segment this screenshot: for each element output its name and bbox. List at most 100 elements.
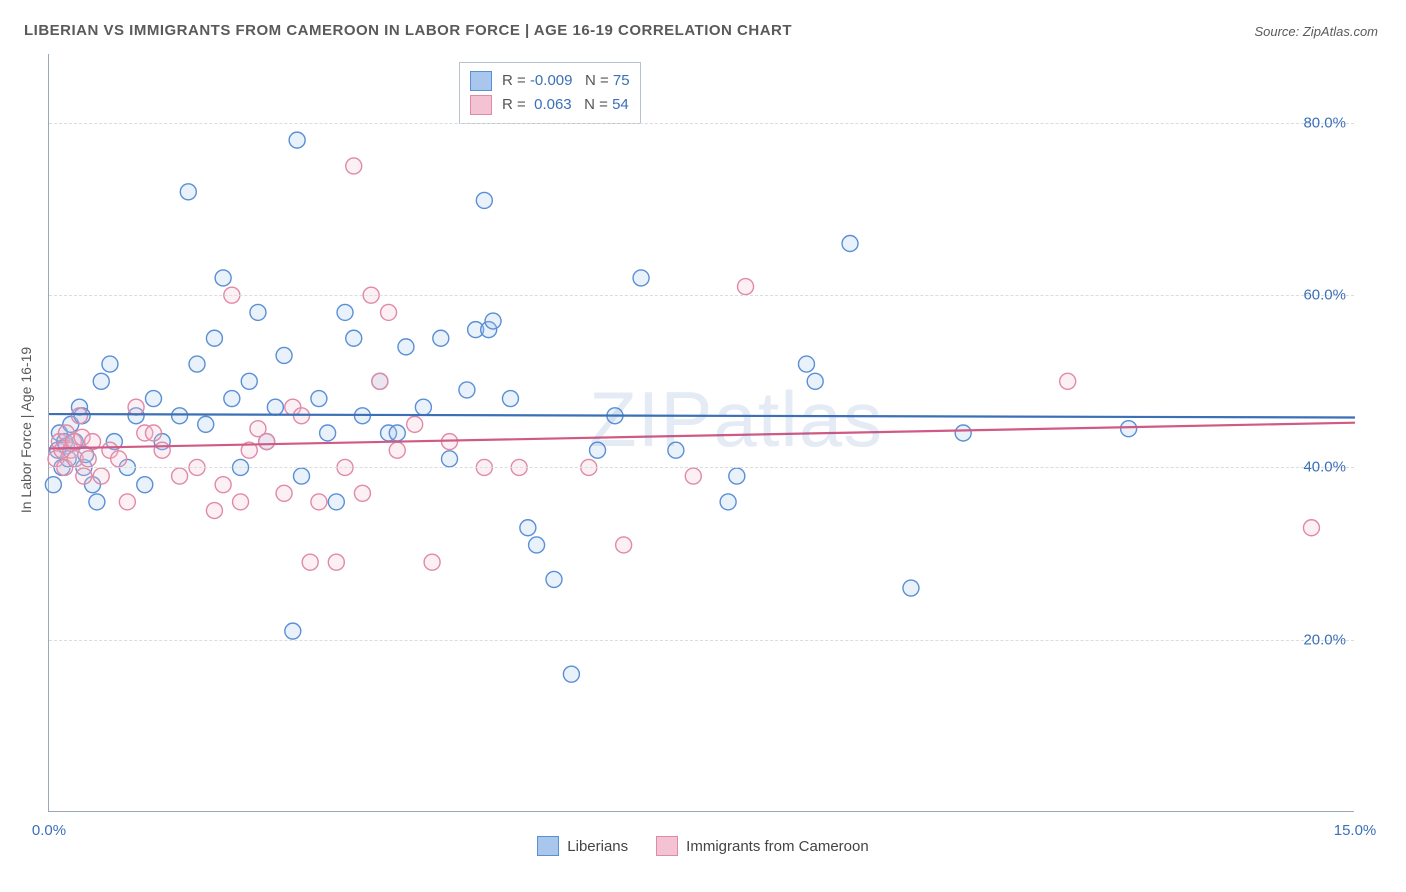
scatter-point <box>546 571 562 587</box>
legend-swatch <box>470 71 492 91</box>
bottom-legend-item: Liberians <box>537 836 628 856</box>
legend-swatch <box>537 836 559 856</box>
scatter-point <box>485 313 501 329</box>
scatter-point <box>738 279 754 295</box>
scatter-point <box>381 304 397 320</box>
scatter-point <box>346 158 362 174</box>
scatter-point <box>903 580 919 596</box>
scatter-point <box>285 623 301 639</box>
stats-legend-row: R = -0.009 N = 75 <box>470 69 630 93</box>
scatter-point <box>71 408 87 424</box>
scatter-point <box>111 451 127 467</box>
scatter-point <box>389 442 405 458</box>
scatter-point <box>259 434 275 450</box>
scatter-point <box>372 373 388 389</box>
scatter-point <box>668 442 684 458</box>
scatter-point <box>172 408 188 424</box>
grid-line <box>49 640 1354 641</box>
scatter-point <box>476 192 492 208</box>
scatter-point <box>289 132 305 148</box>
scatter-point <box>590 442 606 458</box>
scatter-point <box>128 399 144 415</box>
scatter-point <box>1060 373 1076 389</box>
legend-swatch <box>470 95 492 115</box>
scatter-point <box>433 330 449 346</box>
source-attribution: Source: ZipAtlas.com <box>1254 24 1378 39</box>
scatter-point <box>328 494 344 510</box>
scatter-point <box>172 468 188 484</box>
scatter-point <box>807 373 823 389</box>
scatter-point <box>93 373 109 389</box>
stats-legend: R = -0.009 N = 75R = 0.063 N = 54 <box>459 62 641 124</box>
plot-area: ZIPatlas R = -0.009 N = 75R = 0.063 N = … <box>48 54 1354 812</box>
scatter-point <box>311 494 327 510</box>
bottom-legend: Liberians Immigrants from Cameroon <box>0 836 1406 856</box>
scatter-point <box>442 451 458 467</box>
scatter-point <box>154 442 170 458</box>
legend-swatch <box>656 836 678 856</box>
scatter-point <box>137 477 153 493</box>
scatter-point <box>842 236 858 252</box>
scatter-point <box>337 304 353 320</box>
y-tick-label: 80.0% <box>1303 114 1346 131</box>
scatter-point <box>93 468 109 484</box>
scatter-point <box>346 330 362 346</box>
scatter-point <box>798 356 814 372</box>
scatter-point <box>502 391 518 407</box>
scatter-point <box>119 494 135 510</box>
scatter-point <box>180 184 196 200</box>
y-axis-label: In Labor Force | Age 16-19 <box>18 347 34 513</box>
scatter-point <box>293 468 309 484</box>
scatter-point <box>250 304 266 320</box>
scatter-point <box>89 494 105 510</box>
stats-legend-text: R = 0.063 N = 54 <box>502 93 629 117</box>
scatter-point <box>80 451 96 467</box>
scatter-point <box>955 425 971 441</box>
scatter-point <box>302 554 318 570</box>
scatter-point <box>206 503 222 519</box>
chart-svg <box>49 54 1354 811</box>
bottom-legend-label: Immigrants from Cameroon <box>686 838 869 855</box>
scatter-point <box>276 347 292 363</box>
scatter-point <box>729 468 745 484</box>
bottom-legend-item: Immigrants from Cameroon <box>656 836 869 856</box>
chart-title: LIBERIAN VS IMMIGRANTS FROM CAMEROON IN … <box>24 22 792 39</box>
scatter-point <box>145 391 161 407</box>
scatter-point <box>76 468 92 484</box>
scatter-point <box>720 494 736 510</box>
scatter-point <box>215 477 231 493</box>
scatter-point <box>276 485 292 501</box>
scatter-point <box>616 537 632 553</box>
scatter-point <box>311 391 327 407</box>
grid-line <box>49 295 1354 296</box>
grid-line <box>49 467 1354 468</box>
y-tick-label: 20.0% <box>1303 631 1346 648</box>
scatter-point <box>415 399 431 415</box>
grid-line <box>49 123 1354 124</box>
scatter-point <box>215 270 231 286</box>
scatter-point <box>328 554 344 570</box>
scatter-point <box>45 477 61 493</box>
scatter-point <box>424 554 440 570</box>
scatter-point <box>685 468 701 484</box>
scatter-point <box>633 270 649 286</box>
scatter-point <box>206 330 222 346</box>
scatter-point <box>189 356 205 372</box>
stats-legend-row: R = 0.063 N = 54 <box>470 93 630 117</box>
scatter-point <box>520 520 536 536</box>
scatter-point <box>241 373 257 389</box>
scatter-point <box>529 537 545 553</box>
scatter-point <box>354 485 370 501</box>
scatter-point <box>320 425 336 441</box>
trend-line <box>49 423 1355 449</box>
scatter-point <box>398 339 414 355</box>
scatter-point <box>407 416 423 432</box>
scatter-point <box>224 391 240 407</box>
scatter-point <box>233 494 249 510</box>
scatter-point <box>1121 421 1137 437</box>
stats-legend-text: R = -0.009 N = 75 <box>502 69 630 93</box>
scatter-point <box>145 425 161 441</box>
scatter-point <box>1303 520 1319 536</box>
y-tick-label: 40.0% <box>1303 459 1346 476</box>
scatter-point <box>459 382 475 398</box>
